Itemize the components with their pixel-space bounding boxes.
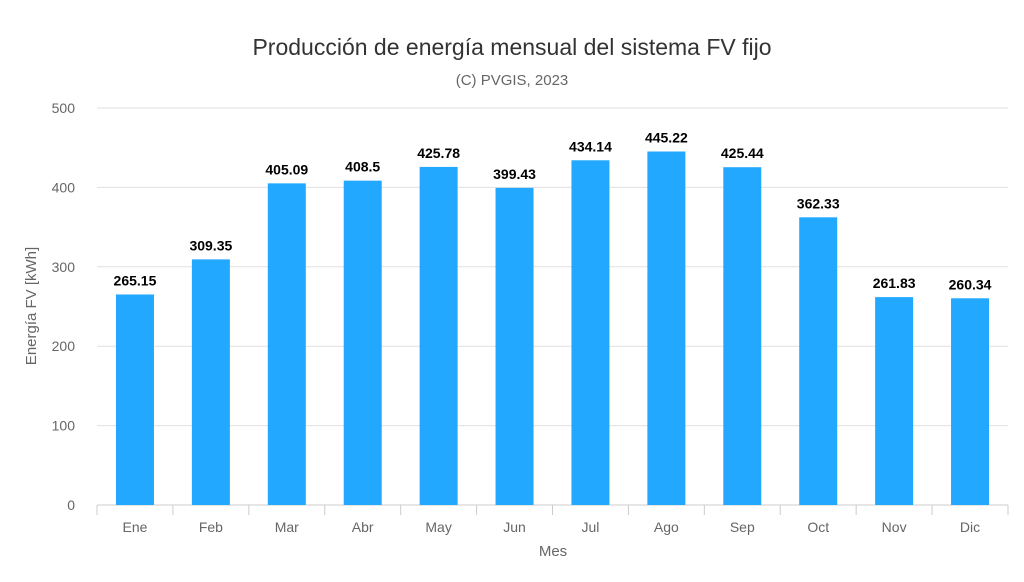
x-tick-label: Abr bbox=[352, 519, 374, 535]
x-tick-label: Jul bbox=[582, 519, 600, 535]
data-label: 260.34 bbox=[949, 276, 992, 292]
bar bbox=[343, 180, 382, 505]
x-tick-label: Nov bbox=[882, 519, 907, 535]
x-tick-label: Oct bbox=[807, 519, 829, 535]
y-tick-label: 300 bbox=[52, 259, 76, 275]
y-tick-label: 200 bbox=[52, 338, 76, 354]
y-tick-label: 500 bbox=[52, 100, 76, 116]
bar bbox=[495, 187, 534, 505]
data-label: 405.09 bbox=[265, 161, 308, 177]
bar bbox=[723, 167, 762, 506]
x-tick-label: Jun bbox=[503, 519, 526, 535]
chart-subtitle: (C) PVGIS, 2023 bbox=[456, 72, 569, 89]
bar bbox=[875, 297, 914, 505]
data-label: 309.35 bbox=[189, 237, 232, 253]
x-axis-label: Mes bbox=[539, 543, 567, 560]
bar bbox=[267, 183, 306, 506]
bar bbox=[191, 259, 230, 505]
y-axis-label: Energía FV [kWh] bbox=[23, 247, 40, 365]
x-tick-label: May bbox=[425, 519, 451, 535]
bar bbox=[799, 217, 838, 505]
data-label: 408.5 bbox=[345, 159, 380, 175]
data-label: 434.14 bbox=[569, 138, 612, 154]
x-tick-label: Ago bbox=[654, 519, 679, 535]
data-label: 261.83 bbox=[873, 275, 916, 291]
bar bbox=[951, 298, 990, 505]
bar bbox=[115, 294, 154, 505]
x-tick-label: Ene bbox=[122, 519, 147, 535]
data-label: 399.43 bbox=[493, 166, 536, 182]
y-tick-label: 0 bbox=[67, 497, 75, 513]
y-tick-label: 400 bbox=[52, 179, 76, 195]
y-tick-label: 100 bbox=[52, 418, 76, 434]
data-label: 265.15 bbox=[114, 272, 157, 288]
data-label: 425.44 bbox=[721, 145, 764, 161]
data-label: 425.78 bbox=[417, 145, 460, 161]
bar bbox=[419, 166, 458, 506]
data-label: 362.33 bbox=[797, 195, 840, 211]
x-tick-label: Feb bbox=[199, 519, 223, 535]
bar bbox=[571, 160, 610, 505]
x-tick-label: Mar bbox=[275, 519, 299, 535]
x-tick-label: Dic bbox=[960, 519, 980, 535]
chart-title: Producción de energía mensual del sistem… bbox=[252, 34, 771, 60]
data-label: 445.22 bbox=[645, 129, 688, 145]
x-tick-label: Sep bbox=[730, 519, 755, 535]
bar bbox=[647, 151, 686, 506]
